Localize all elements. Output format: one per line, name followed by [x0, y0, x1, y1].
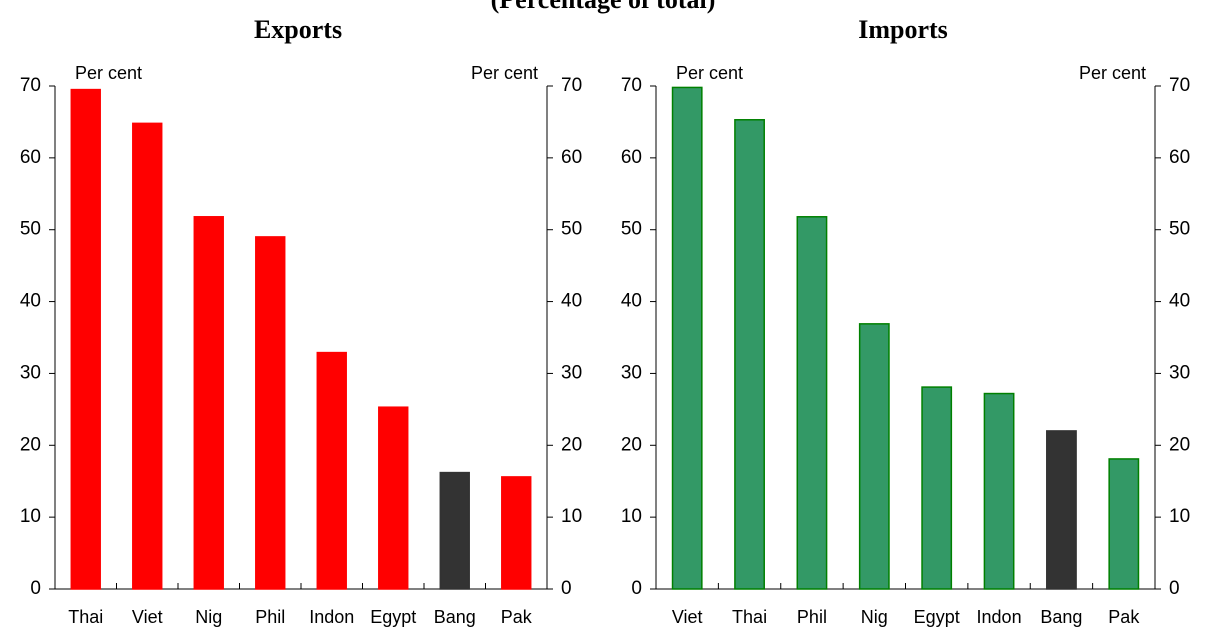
- bar-viet: [671, 86, 703, 590]
- y-tick-label-left: 0: [631, 578, 642, 599]
- bar-viet: [132, 122, 163, 590]
- bar-pak: [1108, 458, 1140, 590]
- category-label: Thai: [68, 607, 103, 627]
- unit-label-left: Per cent: [676, 63, 743, 83]
- y-tick-label-left: 10: [621, 506, 642, 527]
- category-label: Viet: [132, 607, 163, 627]
- y-tick-label-left: 20: [20, 434, 41, 455]
- chart-title: Exports: [254, 15, 342, 44]
- chart-panel-1: Exports 0 0 10 10 20 20 30 30 40 40 50 50 60 60 70 70 Per…: [20, 15, 582, 627]
- bar-egypt: [921, 386, 953, 590]
- y-tick-label-left: 40: [20, 291, 41, 312]
- y-tick-label-right: 0: [1169, 578, 1180, 599]
- bar-pak: [501, 476, 532, 590]
- y-tick-label-right: 20: [561, 434, 582, 455]
- category-label: Egypt: [370, 607, 416, 627]
- category-label: Pak: [1108, 607, 1140, 627]
- unit-label-right: Per cent: [471, 63, 538, 83]
- bar-bang: [1046, 430, 1077, 590]
- bar-thai: [70, 88, 101, 590]
- y-tick-label-left: 50: [621, 219, 642, 240]
- bar-phil: [796, 216, 828, 590]
- bar-nig: [193, 216, 224, 590]
- bar-indon: [316, 351, 347, 590]
- y-tick-label-left: 70: [20, 75, 41, 96]
- category-label: Pak: [501, 607, 533, 627]
- y-tick-label-right: 10: [1169, 506, 1190, 527]
- y-tick-label-right: 60: [1169, 147, 1190, 168]
- category-label: Thai: [732, 607, 767, 627]
- y-tick-label-right: 70: [1169, 75, 1190, 96]
- y-tick-label-left: 70: [621, 75, 642, 96]
- category-label: Nig: [195, 607, 222, 627]
- y-tick-label-left: 40: [621, 291, 642, 312]
- y-tick-label-right: 20: [1169, 434, 1190, 455]
- y-tick-label-right: 60: [561, 147, 582, 168]
- category-label: Phil: [797, 607, 827, 627]
- category-label: Nig: [861, 607, 888, 627]
- y-tick-label-right: 10: [561, 506, 582, 527]
- chart-title: Imports: [858, 15, 948, 44]
- category-label: Indon: [977, 607, 1022, 627]
- category-label: Viet: [672, 607, 703, 627]
- page-title: (Percentage of total): [491, 0, 716, 14]
- y-tick-label-left: 20: [621, 434, 642, 455]
- y-tick-label-left: 10: [20, 506, 41, 527]
- category-label: Phil: [255, 607, 285, 627]
- y-tick-label-right: 40: [561, 291, 582, 312]
- bar-bang: [439, 471, 470, 590]
- y-tick-label-left: 0: [30, 578, 41, 599]
- y-tick-label-right: 0: [561, 578, 572, 599]
- bar-egypt: [378, 406, 409, 590]
- unit-label-left: Per cent: [75, 63, 142, 83]
- y-tick-label-right: 30: [1169, 362, 1190, 383]
- y-tick-label-left: 30: [621, 362, 642, 383]
- y-tick-label-right: 40: [1169, 291, 1190, 312]
- y-tick-label-right: 50: [1169, 219, 1190, 240]
- bar-phil: [255, 236, 286, 590]
- y-tick-label-left: 30: [20, 362, 41, 383]
- y-tick-label-left: 50: [20, 219, 41, 240]
- category-label: Bang: [434, 607, 476, 627]
- category-label: Indon: [309, 607, 354, 627]
- bar-thai: [734, 119, 765, 590]
- y-tick-label-left: 60: [20, 147, 41, 168]
- y-tick-label-right: 50: [561, 219, 582, 240]
- y-tick-label-right: 70: [561, 75, 582, 96]
- unit-label-right: Per cent: [1079, 63, 1146, 83]
- y-tick-label-left: 60: [621, 147, 642, 168]
- bar-indon: [983, 392, 1015, 590]
- y-tick-label-right: 30: [561, 362, 582, 383]
- chart-panel-2: Imports 0 0 10 10 20 20 30 30 40 40 50 50 60 60 70 70 Per…: [621, 15, 1190, 627]
- category-label: Bang: [1040, 607, 1082, 627]
- category-label: Egypt: [914, 607, 960, 627]
- bar-nig: [858, 323, 890, 590]
